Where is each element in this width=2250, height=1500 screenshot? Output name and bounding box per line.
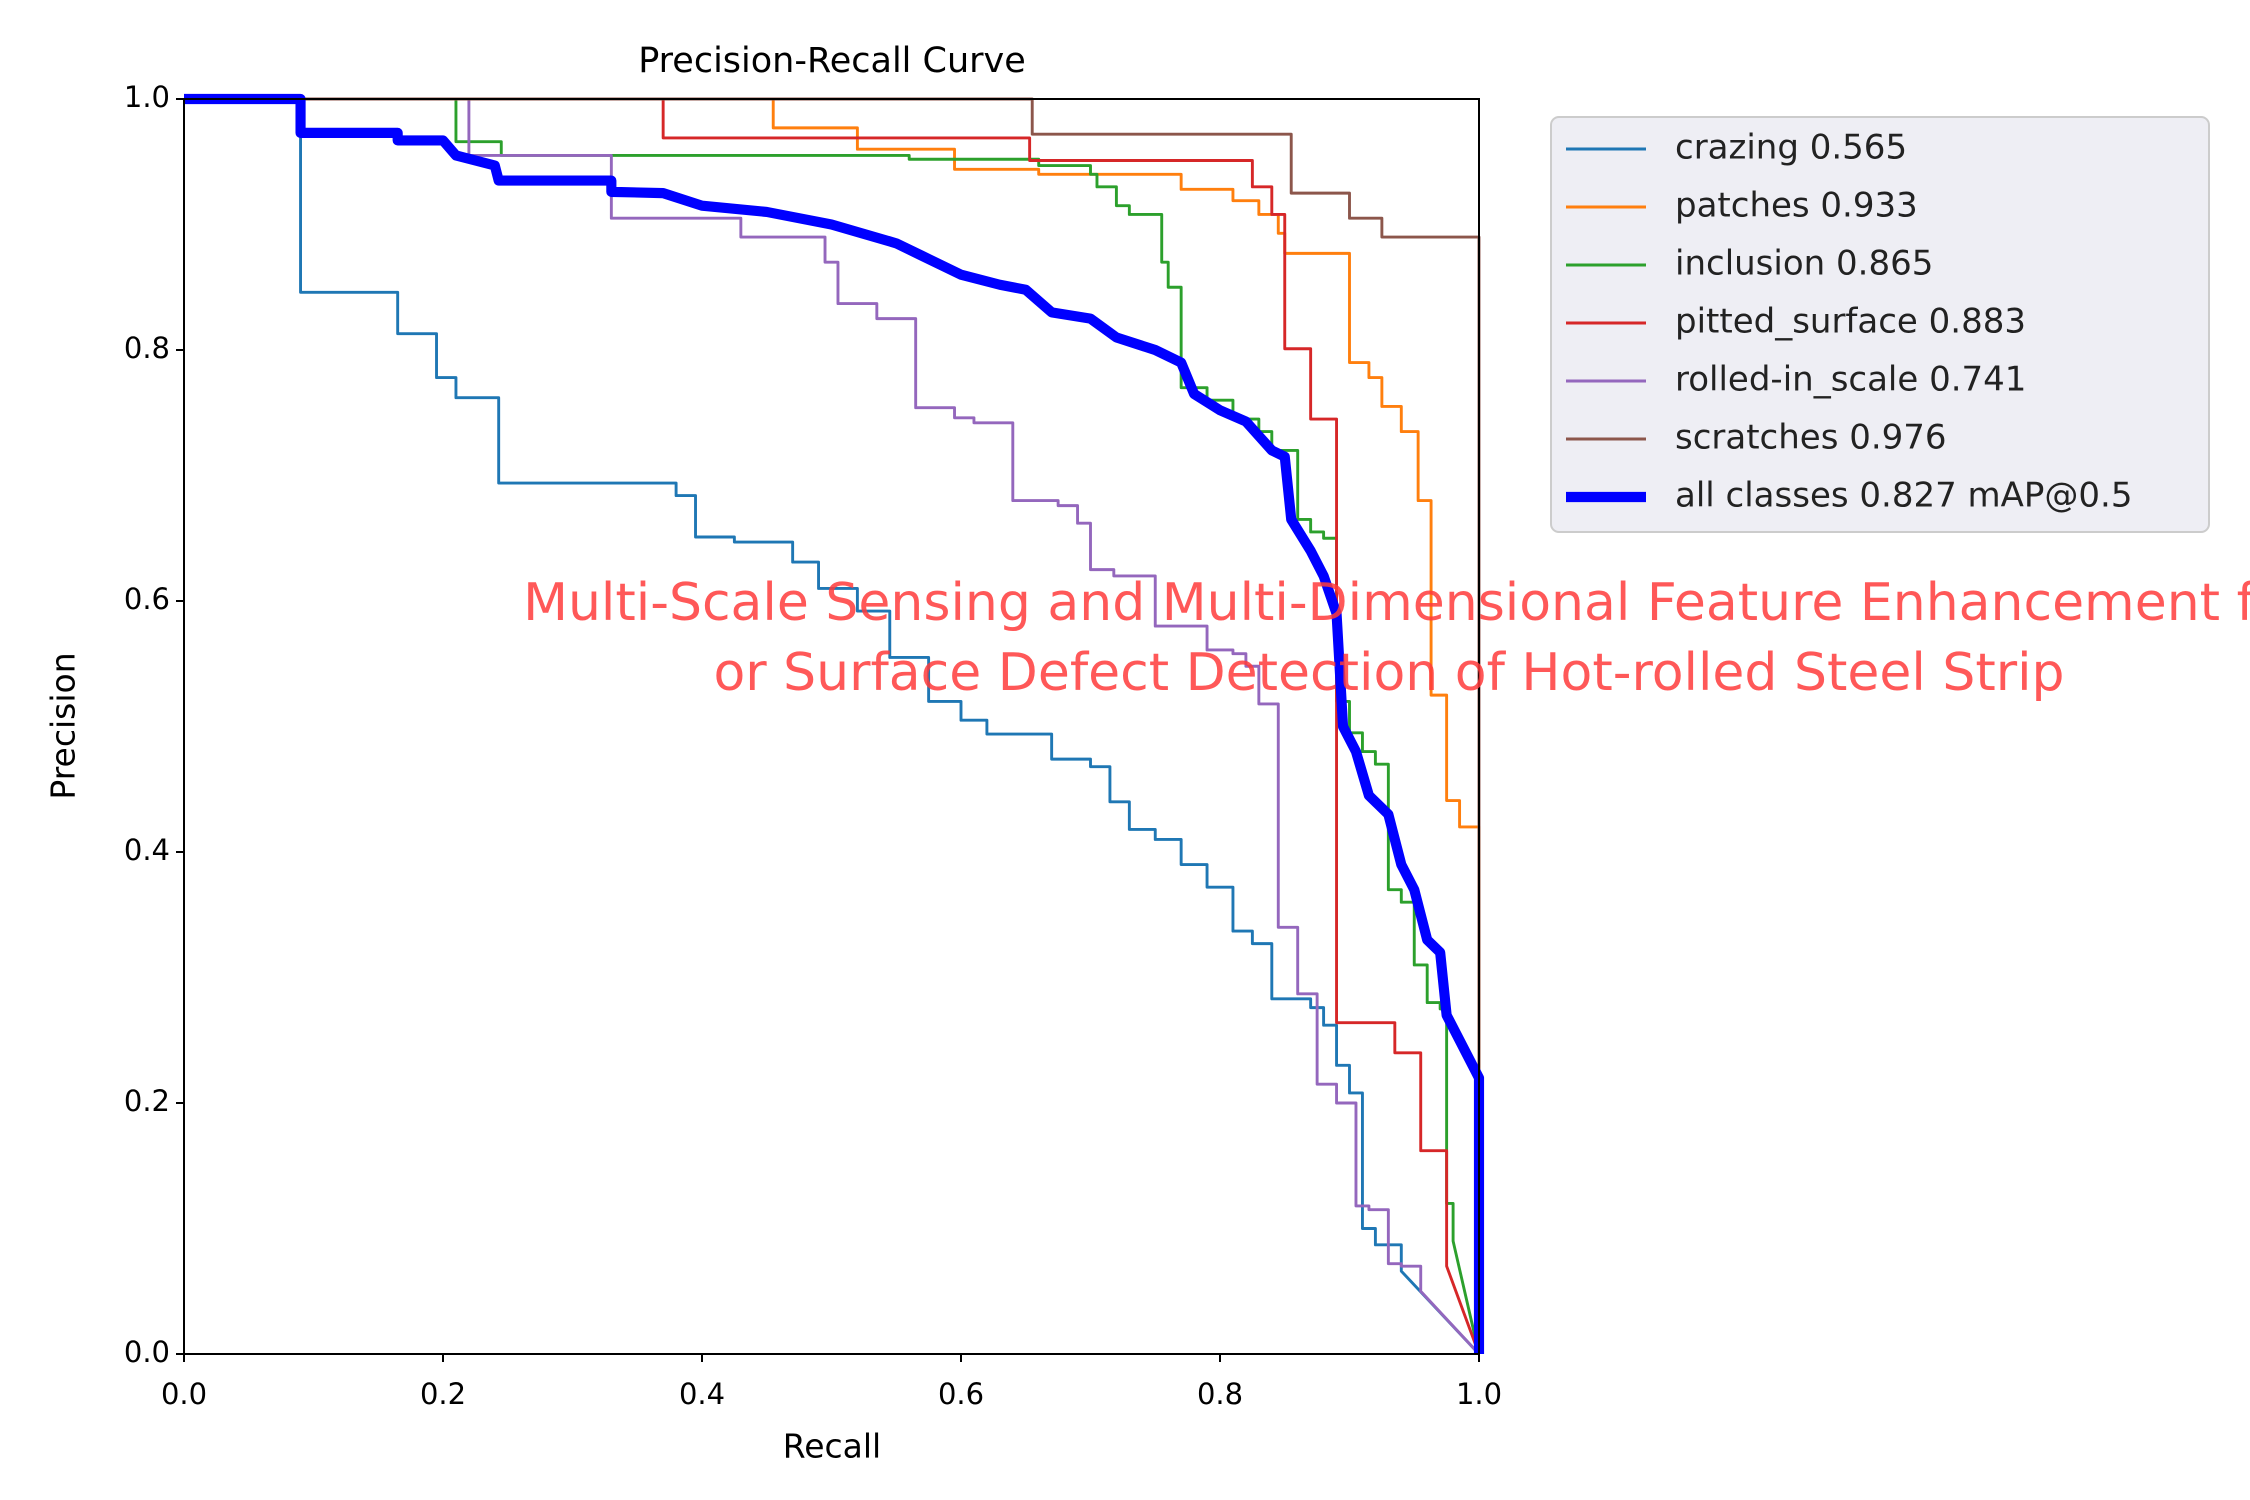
legend-label: scratches 0.976 <box>1675 418 1947 458</box>
legend-label: all classes 0.827 mAP@0.5 <box>1675 476 2132 516</box>
y-axis-label: Precision <box>44 652 83 799</box>
y-tick-label: 0.0 <box>124 1335 170 1369</box>
legend-label: rolled-in_scale 0.741 <box>1675 360 2026 400</box>
pr-curve <box>184 97 1481 1355</box>
watermark-text: or Surface Defect Detection of Hot-rolle… <box>713 643 2064 703</box>
y-tick-label: 0.6 <box>124 582 170 616</box>
legend-box <box>1550 116 2210 533</box>
x-axis-label: Recall <box>783 1427 881 1466</box>
x-tick-label: 0.0 <box>161 1377 207 1411</box>
legend-label: patches 0.933 <box>1675 186 1918 226</box>
pr-curve <box>184 97 1481 1355</box>
x-tick-label: 0.4 <box>679 1377 725 1411</box>
y-tick-label: 0.8 <box>124 331 170 365</box>
plot-area <box>184 93 1485 1355</box>
y-tick-label: 1.0 <box>124 80 170 114</box>
y-tick-label: 0.4 <box>124 833 170 867</box>
chart-title: Precision-Recall Curve <box>638 41 1026 81</box>
x-tick-label: 1.0 <box>1456 1377 1502 1411</box>
legend-label: crazing 0.565 <box>1675 128 1907 168</box>
pr-curve <box>184 97 1481 1355</box>
legend-label: pitted_surface 0.883 <box>1675 302 2026 342</box>
y-tick-label: 0.2 <box>124 1084 170 1118</box>
x-tick-label: 0.8 <box>1197 1377 1243 1411</box>
pr-curve <box>184 93 1485 1354</box>
axes-frame <box>183 98 1480 1355</box>
pr-curve <box>184 97 1481 1355</box>
pr-curve <box>184 97 1481 1354</box>
x-tick-label: 0.6 <box>938 1377 984 1411</box>
watermark-text: Multi-Scale Sensing and Multi-Dimensiona… <box>523 573 2250 633</box>
legend-label: inclusion 0.865 <box>1675 244 1933 284</box>
watermark: Multi-Scale Sensing and Multi-Dimensiona… <box>523 573 2250 703</box>
legend: crazing 0.565 patches 0.933 inclusion 0.86… <box>1566 128 2132 516</box>
x-tick-label: 0.2 <box>420 1377 466 1411</box>
